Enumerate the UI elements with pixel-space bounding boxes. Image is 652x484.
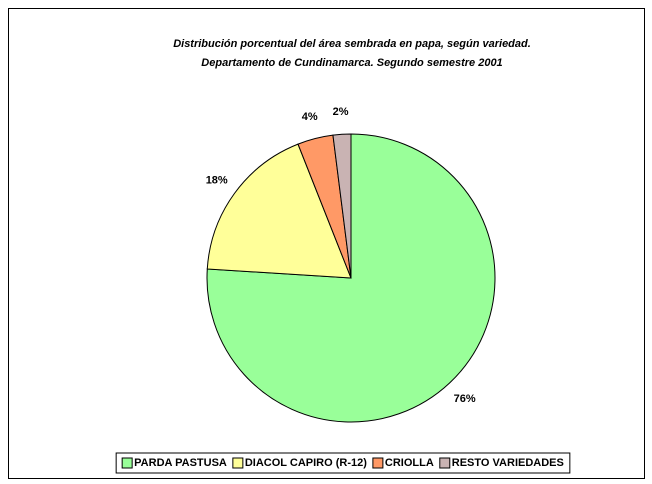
legend-box (115, 452, 571, 474)
legend-swatch (121, 457, 133, 469)
data-label: 18% (206, 174, 228, 186)
legend-label: PARDA PASTUSA (134, 457, 227, 469)
legend-swatch (439, 457, 451, 469)
pie-slice (206, 143, 352, 279)
data-label: 76% (454, 393, 476, 405)
legend-label: DIACOL CAPIRO (R-12) (245, 457, 367, 469)
pie-slice (332, 133, 352, 279)
legend-swatch (232, 457, 244, 469)
legend-label: RESTO VARIEDADES (452, 457, 564, 469)
pie-slice (206, 133, 496, 423)
chart-title: Distribución porcentual del área sembrad… (173, 38, 531, 50)
legend: PARDA PASTUSA DIACOL CAPIRO (R-12) CRIOLLA… (115, 452, 571, 474)
data-label: 4% (302, 111, 318, 123)
legend-label: CRIOLLA (385, 457, 434, 469)
data-label: 2% (333, 106, 349, 118)
legend-swatch (372, 457, 384, 469)
chart-subtitle: Departamento de Cundinamarca. Segundo se… (201, 57, 502, 69)
